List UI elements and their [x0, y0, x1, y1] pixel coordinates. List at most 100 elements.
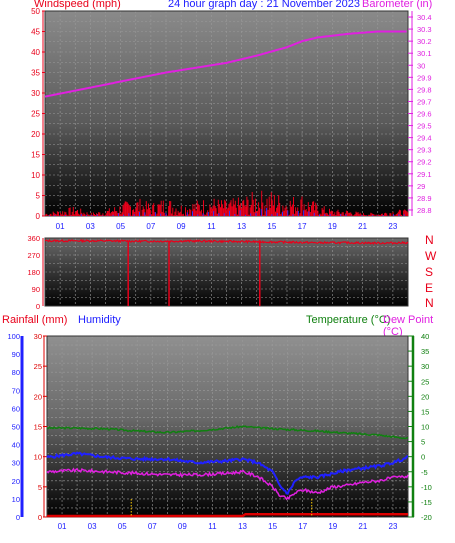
barometer-tick-label: 29.2 [417, 158, 432, 167]
humidity-series [46, 451, 409, 495]
direction-tick-label: 90 [32, 285, 40, 294]
temperature-tick-label: 35 [421, 347, 429, 356]
wind-direction-series [44, 238, 409, 246]
temperature-tick-label: -15 [421, 498, 432, 507]
barometer-tick-label: 29.4 [417, 134, 432, 143]
temperature-tick-label: 40 [421, 332, 429, 341]
windspeed-tick-label: 40 [31, 48, 40, 57]
rainfall-tick-label: 20 [34, 392, 42, 401]
humidity-tick-label: 80 [12, 368, 20, 377]
windspeed-tick-label: 10 [31, 171, 40, 180]
hour-tick-label: 01 [56, 222, 65, 231]
plot-frame [44, 237, 409, 307]
barometer-tick-label: 28.9 [417, 194, 432, 203]
direction-tick-label: 360 [27, 234, 40, 243]
hour-tick-label: 01 [58, 522, 67, 531]
hour-tick-label: 05 [118, 522, 127, 531]
barometer-axis-label: Barometer (in) [362, 0, 433, 10]
barometer-tick-label: 29.6 [417, 110, 432, 119]
hour-tick-label: 19 [328, 222, 337, 231]
hour-tick-label: 03 [86, 222, 95, 231]
temperature-tick-label: 25 [421, 377, 429, 386]
temperature-tick-label: -10 [421, 483, 432, 492]
hour-tick-label: 21 [358, 222, 367, 231]
hour-tick-label: 09 [178, 522, 187, 531]
barometer-tick-label: 29.5 [417, 122, 432, 131]
humidity-tick-label: 40 [12, 441, 20, 450]
rainfall-tick-label: 15 [34, 423, 42, 432]
barometer-tick-label: 29.7 [417, 97, 432, 106]
humidity-tick-label: 30 [12, 459, 20, 468]
dewpoint-series [46, 467, 409, 501]
temperature-tick-label: 30 [421, 362, 429, 371]
hour-tick-label: 15 [267, 222, 276, 231]
barometer-tick-label: 28.8 [417, 206, 432, 215]
hour-tick-label: 17 [298, 522, 307, 531]
windspeed-tick-label: 30 [31, 89, 40, 98]
hour-tick-label: 13 [238, 522, 247, 531]
rainfall-axis-label: Rainfall (mm) [2, 314, 68, 326]
barometer-tick-label: 30.2 [417, 37, 432, 46]
direction-tick-label: 180 [27, 268, 40, 277]
windspeed-tick-label: 35 [31, 69, 40, 78]
hour-tick-label: 17 [298, 222, 307, 231]
rainfall-tick-label: 0 [38, 513, 42, 522]
hour-tick-label: 19 [328, 522, 337, 531]
dewpoint-axis-label: Dew Point (°C) [383, 314, 434, 338]
direction-letter-w: W [425, 249, 437, 263]
windspeed-tick-label: 15 [31, 151, 40, 160]
direction-letter-n-top: N [425, 233, 434, 247]
temperature-tick-label: -20 [421, 513, 432, 522]
temperature-tick-label: 5 [421, 438, 425, 447]
humidity-tick-label: 0 [16, 513, 20, 522]
rain-humidity-temperature-panel: 0102030405060708090100051015202530-20-15… [7, 332, 431, 531]
humidity-tick-label: 60 [12, 404, 20, 413]
temperature-series [46, 424, 409, 440]
temperature-tick-label: 10 [421, 423, 429, 432]
windspeed-tick-label: 50 [31, 7, 40, 16]
barometer-tick-label: 30.1 [417, 49, 432, 58]
barometer-series [44, 30, 407, 98]
direction-letter-n-bottom: N [425, 296, 434, 310]
windspeed-average-series [49, 208, 405, 216]
hour-tick-label: 05 [116, 222, 125, 231]
temperature-tick-label: 0 [421, 453, 425, 462]
direction-tick-label: 270 [27, 251, 40, 260]
windspeed-tick-label: 5 [36, 192, 41, 201]
temperature-tick-label: 15 [421, 407, 429, 416]
humidity-tick-label: 70 [12, 386, 20, 395]
hour-tick-label: 23 [389, 522, 398, 531]
hour-tick-label: 15 [268, 522, 277, 531]
barometer-tick-label: 30 [417, 61, 425, 70]
humidity-tick-label: 50 [12, 423, 20, 432]
direction-letter-s: S [425, 265, 434, 279]
humidity-tick-label: 20 [12, 477, 20, 486]
humidity-axis-label: Humidity [78, 314, 121, 326]
hour-tick-label: 07 [148, 522, 157, 531]
humidity-tick-label: 100 [7, 332, 20, 341]
hour-tick-label: 21 [358, 522, 367, 531]
humidity-tick-label: 90 [12, 350, 20, 359]
rainfall-tick-label: 10 [34, 453, 42, 462]
windspeed-axis-label: Windspeed (mph) [34, 0, 121, 10]
hour-tick-label: 11 [207, 222, 216, 231]
temperature-tick-label: -5 [421, 468, 428, 477]
barometer-tick-label: 30.4 [417, 13, 432, 22]
rainfall-series [47, 512, 408, 518]
windspeed-barometer-panel: 0510152025303540455028.828.92929.129.229… [31, 7, 432, 231]
hour-tick-label: 09 [177, 222, 186, 231]
barometer-tick-label: 29.1 [417, 170, 432, 179]
direction-tick-label: 0 [36, 302, 40, 311]
direction-letter-e: E [425, 281, 434, 295]
rainfall-tick-label: 25 [34, 362, 42, 371]
barometer-tick-label: 30.3 [417, 25, 432, 34]
barometer-tick-label: 29.3 [417, 146, 432, 155]
rainfall-tick-label: 30 [34, 332, 42, 341]
humidity-tick-label: 10 [12, 495, 20, 504]
hour-tick-label: 23 [388, 222, 397, 231]
barometer-tick-label: 29 [417, 182, 425, 191]
windspeed-tick-label: 45 [31, 28, 40, 37]
barometer-tick-label: 29.9 [417, 73, 432, 82]
hour-tick-label: 07 [146, 222, 155, 231]
